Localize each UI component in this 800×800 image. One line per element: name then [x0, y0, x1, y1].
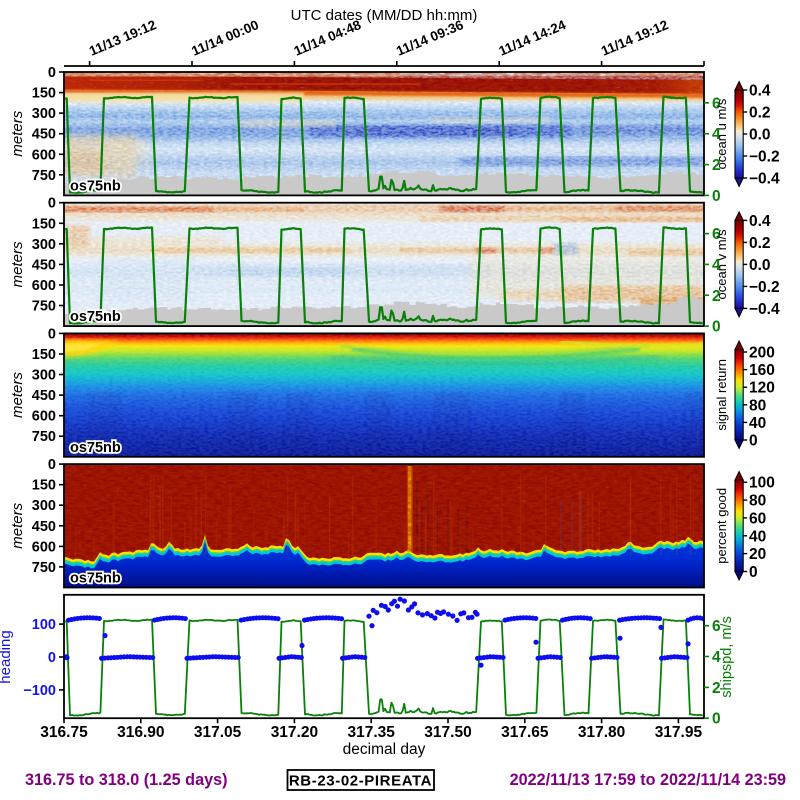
svg-text:600: 600 [32, 278, 56, 294]
svg-text:450: 450 [32, 257, 56, 273]
svg-text:0: 0 [712, 188, 721, 205]
svg-text:0.4: 0.4 [749, 213, 771, 230]
svg-text:0: 0 [48, 65, 56, 81]
svg-text:0.2: 0.2 [749, 235, 771, 252]
svg-text:0.4: 0.4 [749, 83, 771, 100]
svg-text:−100: −100 [23, 683, 56, 699]
svg-text:meters: meters [9, 502, 26, 548]
svg-text:os75nb: os75nb [70, 178, 121, 194]
svg-text:80: 80 [749, 493, 766, 510]
svg-text:317.80: 317.80 [578, 724, 625, 741]
svg-text:750: 750 [32, 560, 56, 576]
svg-text:4: 4 [712, 257, 721, 274]
svg-text:0: 0 [749, 564, 758, 581]
svg-text:450: 450 [32, 388, 56, 404]
svg-text:600: 600 [32, 539, 56, 555]
svg-text:20: 20 [749, 546, 766, 563]
svg-text:40: 40 [749, 528, 766, 545]
svg-text:meters: meters [9, 372, 26, 418]
svg-text:60: 60 [749, 510, 766, 527]
svg-text:−0.4: −0.4 [749, 301, 780, 318]
svg-text:0: 0 [749, 433, 758, 450]
svg-text:300: 300 [32, 106, 56, 122]
svg-text:−0.4: −0.4 [749, 171, 780, 188]
svg-text:0: 0 [712, 319, 721, 336]
svg-text:120: 120 [749, 380, 775, 397]
svg-text:2022/11/13 17:59 to 2022/11/14: 2022/11/13 17:59 to 2022/11/14 23:59 [510, 771, 786, 789]
svg-text:450: 450 [32, 519, 56, 535]
svg-text:0: 0 [48, 457, 56, 473]
svg-text:RB-23-02-PIREATA: RB-23-02-PIREATA [289, 773, 432, 790]
svg-text:2: 2 [712, 680, 721, 697]
svg-text:meters: meters [9, 241, 26, 287]
svg-text:0.0: 0.0 [749, 257, 771, 274]
svg-text:−0.2: −0.2 [749, 279, 780, 296]
svg-text:0.2: 0.2 [749, 105, 771, 122]
svg-text:ocean v m/s: ocean v m/s [714, 229, 729, 300]
svg-text:2: 2 [712, 288, 721, 305]
svg-text:316.90: 316.90 [117, 724, 164, 741]
svg-text:317.95: 317.95 [655, 724, 703, 741]
svg-text:0: 0 [48, 650, 56, 666]
svg-text:317.05: 317.05 [194, 724, 242, 741]
svg-text:317.65: 317.65 [501, 724, 549, 741]
svg-text:317.50: 317.50 [424, 724, 471, 741]
svg-text:300: 300 [32, 368, 56, 384]
svg-text:0.0: 0.0 [749, 127, 771, 144]
svg-text:0: 0 [48, 196, 56, 212]
svg-text:6: 6 [712, 95, 721, 112]
svg-text:decimal day: decimal day [343, 741, 426, 758]
svg-text:80: 80 [749, 397, 766, 414]
svg-text:UTC dates (MM/DD hh:mm): UTC dates (MM/DD hh:mm) [291, 7, 478, 24]
svg-text:signal return: signal return [714, 359, 729, 431]
svg-text:6: 6 [712, 226, 721, 243]
svg-text:317.35: 317.35 [347, 724, 395, 741]
svg-text:150: 150 [32, 478, 56, 494]
svg-text:316.75 to 318.0 (1.25 days): 316.75 to 318.0 (1.25 days) [25, 771, 227, 789]
svg-text:100: 100 [749, 475, 775, 492]
svg-text:percent good: percent good [714, 488, 729, 564]
svg-text:750: 750 [32, 299, 56, 315]
svg-text:ocean u m/s: ocean u m/s [714, 98, 729, 169]
svg-text:300: 300 [32, 498, 56, 514]
svg-text:heading: heading [0, 630, 14, 683]
svg-text:450: 450 [32, 127, 56, 143]
svg-text:0: 0 [712, 711, 721, 728]
svg-text:160: 160 [749, 362, 775, 379]
svg-text:150: 150 [32, 216, 56, 232]
svg-text:600: 600 [32, 147, 56, 163]
svg-text:os75nb: os75nb [70, 571, 121, 587]
svg-text:300: 300 [32, 237, 56, 253]
svg-text:4: 4 [712, 126, 721, 143]
svg-text:2: 2 [712, 157, 721, 174]
svg-text:6: 6 [712, 618, 721, 635]
svg-text:shipspd, m/s: shipspd, m/s [719, 616, 735, 697]
svg-text:150: 150 [32, 86, 56, 102]
svg-text:40: 40 [749, 415, 766, 432]
svg-text:150: 150 [32, 347, 56, 363]
svg-text:os75nb: os75nb [70, 440, 121, 456]
svg-text:600: 600 [32, 409, 56, 425]
svg-text:−0.2: −0.2 [749, 149, 780, 166]
svg-text:4: 4 [712, 649, 721, 666]
svg-text:316.75: 316.75 [40, 724, 88, 741]
svg-text:0: 0 [48, 326, 56, 342]
svg-text:750: 750 [32, 429, 56, 445]
svg-text:200: 200 [749, 345, 775, 362]
svg-text:100: 100 [32, 617, 56, 633]
svg-text:317.20: 317.20 [271, 724, 318, 741]
svg-text:meters: meters [9, 110, 26, 156]
svg-text:os75nb: os75nb [70, 309, 121, 325]
svg-text:750: 750 [32, 168, 56, 184]
